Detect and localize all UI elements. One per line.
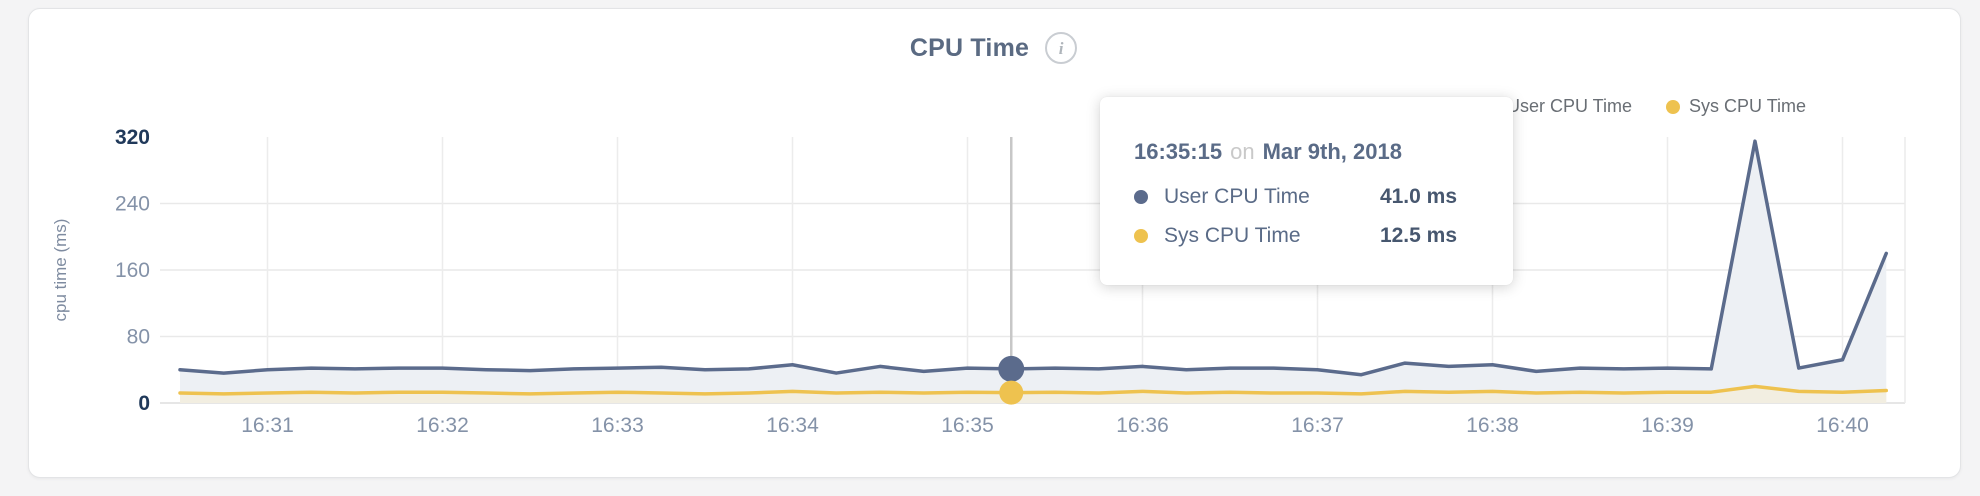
y-tick-label: 0 [138, 392, 150, 415]
tooltip-row-user: User CPU Time 41.0 ms [1134, 185, 1457, 209]
user-cpu-line[interactable] [178, 139, 1888, 377]
legend: User CPU Time Sys CPU Time [1484, 96, 1806, 117]
chart-header: CPU Time i [28, 28, 1959, 68]
x-tick-label: 16:39 [1641, 414, 1694, 437]
selected-point-sys[interactable] [999, 380, 1024, 405]
x-tick-label: 16:33 [591, 414, 644, 437]
info-icon[interactable]: i [1045, 32, 1078, 64]
y-tick-label: 80 [127, 326, 150, 349]
tooltip-timestamp: 16:35:15 on Mar 9th, 2018 [1134, 139, 1457, 165]
user-cpu-area [180, 141, 1887, 403]
sys-cpu-area [180, 386, 1887, 403]
legend-label: Sys CPU Time [1689, 96, 1807, 116]
x-tick-label: 16:37 [1291, 414, 1344, 437]
x-tick-label: 16:34 [766, 414, 819, 437]
y-axis-title: cpu time (ms) [51, 219, 70, 322]
tooltip-content: 16:35:15 on Mar 9th, 2018 User CPU Time 41… [1100, 97, 1513, 248]
x-tick-label: 16:38 [1466, 414, 1519, 437]
y-tick-label: 160 [115, 259, 150, 282]
x-tick-label: 16:40 [1816, 414, 1869, 437]
x-tick-label: 16:32 [416, 414, 469, 437]
y-tick-label: 240 [115, 193, 150, 216]
x-tick-label: 16:35 [941, 414, 994, 437]
chart-title: CPU Time [909, 33, 1030, 62]
chart-tooltip: 16:35:15 on Mar 9th, 2018 User CPU Time 41… [1100, 97, 1513, 285]
x-tick-label: 16:36 [1116, 414, 1169, 437]
sys-series-dot-icon [1134, 229, 1148, 243]
user-series-dot-icon [1134, 190, 1148, 204]
tooltip-date: Mar 9th, 2018 [1262, 139, 1402, 164]
selected-point-user[interactable] [998, 355, 1025, 382]
tooltip-series-value: 41.0 ms [1379, 185, 1457, 208]
legend-item-sys-cpu-time[interactable]: Sys CPU Time [1666, 96, 1806, 117]
x-tick-label: 16:31 [241, 414, 294, 437]
tooltip-time: 16:35:15 [1134, 139, 1223, 164]
tooltip-series-value: 12.5 ms [1379, 224, 1457, 247]
tooltip-row-sys: Sys CPU Time 12.5 ms [1134, 224, 1457, 248]
sys-cpu-line[interactable] [178, 384, 1888, 396]
tooltip-series-label: User CPU Time [1164, 185, 1310, 208]
legend-label: User CPU Time [1507, 96, 1633, 116]
tooltip-connector: on [1230, 139, 1255, 164]
sys-series-dot-icon [1666, 99, 1681, 114]
y-tick-label: 320 [115, 126, 150, 149]
tooltip-series-label: Sys CPU Time [1164, 224, 1301, 247]
